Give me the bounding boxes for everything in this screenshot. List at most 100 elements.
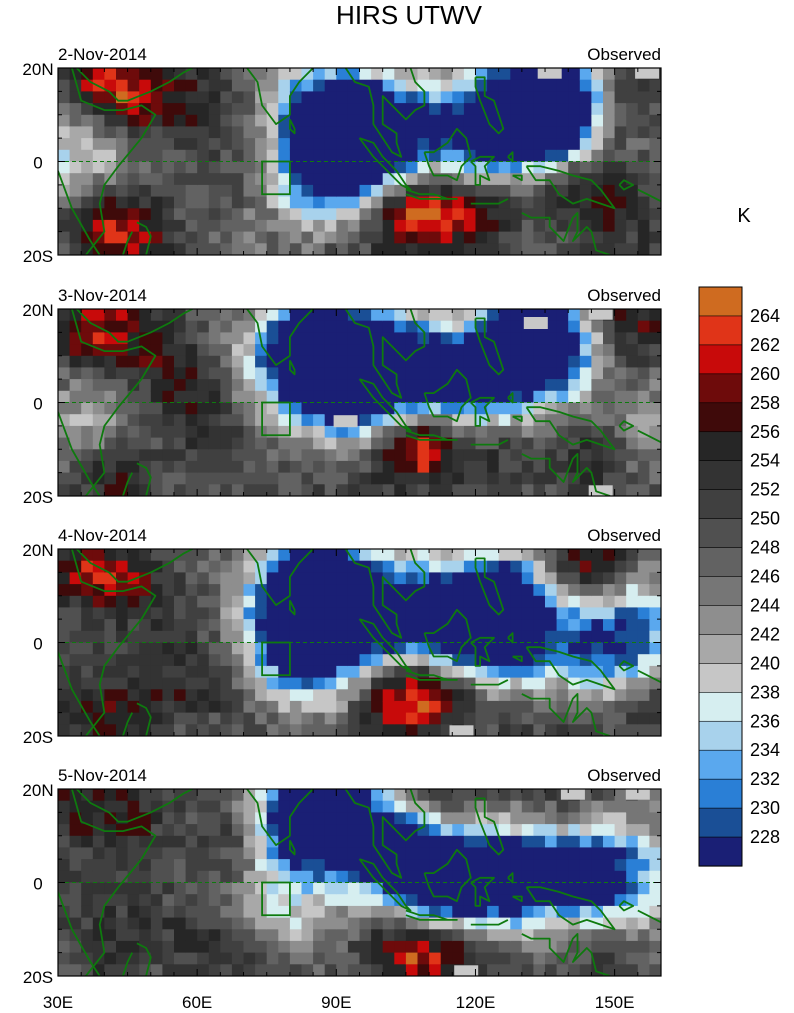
field-cell — [301, 184, 314, 198]
field-cell — [626, 138, 639, 151]
field-cell — [649, 449, 661, 462]
field-cell — [162, 812, 175, 825]
field-cell — [278, 905, 291, 919]
field-cell — [185, 91, 198, 104]
field-cell — [150, 231, 163, 244]
field-cell — [521, 789, 534, 802]
field-cell — [649, 161, 661, 174]
field-cell — [313, 595, 326, 609]
field-cell — [463, 654, 477, 667]
field-cell — [359, 355, 372, 369]
field-cell — [405, 138, 419, 151]
field-cell — [359, 789, 372, 802]
field-cell — [359, 68, 372, 81]
field-cell — [487, 184, 500, 198]
coastline — [637, 909, 661, 924]
field-cell — [545, 173, 558, 186]
field-cell — [139, 870, 152, 884]
colorbar-swatch — [698, 431, 743, 462]
field-cell — [452, 847, 465, 860]
field-cell — [371, 184, 384, 198]
field-cell — [521, 149, 534, 163]
coastline — [122, 952, 134, 976]
field-cell — [174, 219, 187, 233]
field-cell — [440, 367, 453, 380]
field-cell — [116, 355, 129, 369]
field-cell — [185, 309, 198, 322]
field-cell — [429, 812, 442, 825]
field-cell — [336, 449, 349, 462]
field-cell — [487, 309, 500, 322]
field-cell — [208, 572, 221, 585]
field-cell — [649, 905, 661, 919]
field-cell — [116, 619, 129, 632]
field-cell — [266, 952, 279, 965]
field-cell — [266, 344, 279, 357]
field-cell — [116, 654, 129, 667]
field-cell — [603, 79, 616, 92]
field-cell — [324, 243, 337, 255]
field-cell — [614, 320, 627, 333]
field-cell — [533, 724, 546, 736]
field-cell — [104, 437, 117, 450]
field-cell — [347, 882, 361, 895]
field-cell — [255, 149, 268, 163]
field-cell — [545, 114, 558, 128]
field-cell — [92, 642, 105, 655]
field-cell — [637, 114, 650, 128]
field-cell — [533, 231, 546, 244]
field-cell — [185, 219, 198, 233]
field-cell — [498, 344, 511, 357]
field-cell — [394, 184, 407, 198]
field-cell — [637, 231, 650, 244]
field-cell — [498, 964, 511, 976]
field-cell — [626, 103, 639, 116]
field-cell — [382, 654, 395, 667]
field-cell — [417, 964, 430, 976]
field-cell — [185, 630, 198, 644]
field-cell — [255, 595, 268, 609]
field-cell — [208, 208, 221, 221]
field-cell — [405, 964, 419, 976]
field-cell — [243, 917, 256, 930]
field-cell — [174, 835, 187, 849]
field-cell — [637, 642, 650, 655]
field-cell — [104, 379, 117, 392]
field-cell — [324, 619, 337, 632]
coastlines — [58, 789, 661, 976]
field-cell — [649, 689, 661, 702]
y-tick-label: 20N — [22, 781, 53, 800]
field-cell — [174, 355, 187, 369]
field-cell — [429, 68, 442, 81]
field-cell — [394, 161, 407, 174]
field-cell — [545, 320, 558, 333]
coastline — [58, 170, 101, 255]
field-cell — [533, 665, 546, 679]
field-cell — [313, 572, 326, 585]
field-cell — [58, 584, 71, 597]
field-cell — [452, 824, 465, 837]
field-cell — [104, 929, 117, 942]
field-cell — [150, 882, 163, 895]
colorbar-swatch — [698, 605, 743, 636]
field-cell — [545, 940, 558, 954]
field-cell — [545, 379, 558, 392]
field-cell — [185, 472, 198, 485]
field-cell — [116, 472, 129, 485]
field-cell — [150, 689, 163, 702]
missing-data-cell — [537, 68, 562, 79]
field-cell — [313, 231, 326, 244]
field-cell — [58, 367, 71, 380]
field-cell — [185, 449, 198, 462]
field-cell — [359, 665, 372, 679]
field-cell — [289, 196, 303, 209]
field-cell — [371, 560, 384, 573]
field-cell — [174, 894, 187, 907]
field-cell — [185, 724, 198, 736]
field-cell — [231, 584, 245, 597]
field-cell — [487, 800, 500, 813]
field-cell — [591, 344, 604, 357]
field-cell — [603, 619, 616, 632]
field-cell — [429, 367, 442, 380]
field-cell — [255, 126, 268, 139]
